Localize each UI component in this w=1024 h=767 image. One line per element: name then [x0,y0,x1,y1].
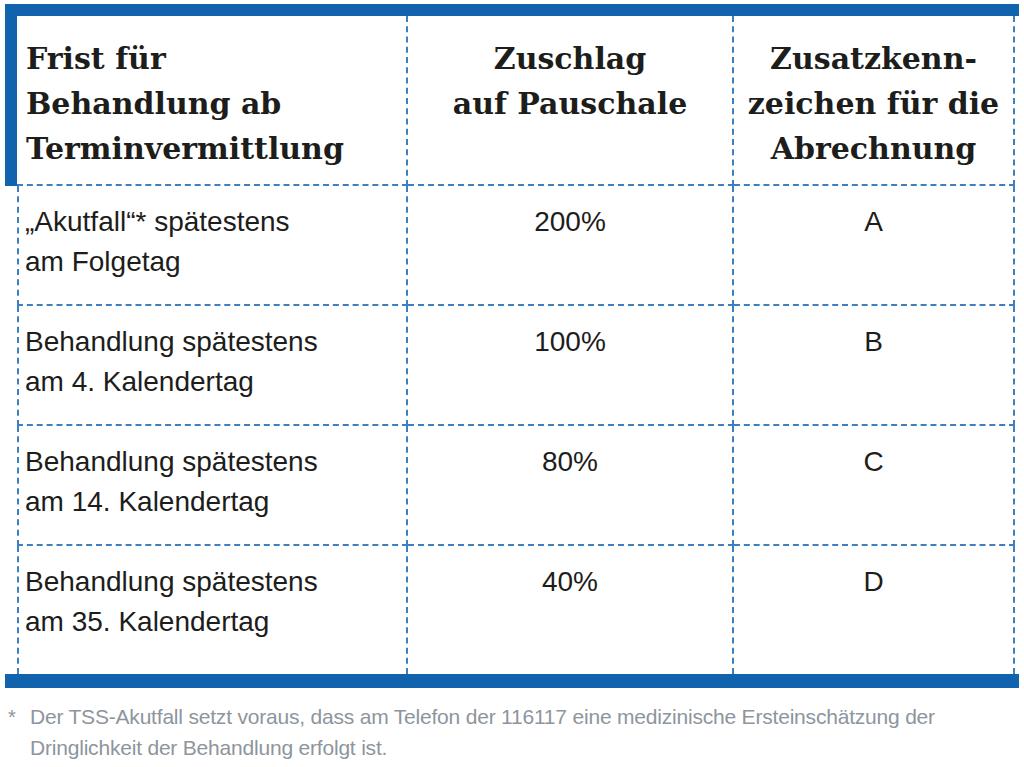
bottom-accent-bar [5,674,1019,688]
table-header-zuschlag: Zuschlag auf Pauschale [408,16,734,186]
table-header-zusatzkennzeichen: Zusatzkenn- zeichen für die Abrechnung [734,16,1015,186]
footnote-asterisk: * [8,701,30,763]
table-cell-frist: Behandlung spätestens am 35. Kalendertag [17,546,408,674]
footnote: * Der TSS-Akutfall setzt voraus, dass am… [8,701,1008,763]
table-cell-kennzeichen: B [734,306,1015,426]
table-cell-zuschlag: 100% [408,306,734,426]
table-cell-kennzeichen: D [734,546,1015,674]
table-cell-kennzeichen: C [734,426,1015,546]
table-cell-zuschlag: 200% [408,186,734,306]
table-cell-frist: Behandlung spätestens am 14. Kalendertag [17,426,408,546]
table-header-frist: Frist für Behandlung ab Terminvermittlun… [17,16,408,186]
footnote-text: Der TSS-Akutfall setzt voraus, dass am T… [30,701,1008,763]
table-cell-kennzeichen: A [734,186,1015,306]
table-cell-zuschlag: 80% [408,426,734,546]
header-left-accent-bar [5,4,17,186]
table-cell-frist: „Akutfall“* spätestens am Folgetag [17,186,408,306]
surcharge-table: Frist für Behandlung ab Terminvermittlun… [17,16,1015,674]
table-cell-zuschlag: 40% [408,546,734,674]
table-cell-frist: Behandlung spätestens am 4. Kalendertag [17,306,408,426]
top-accent-bar [5,4,1019,16]
